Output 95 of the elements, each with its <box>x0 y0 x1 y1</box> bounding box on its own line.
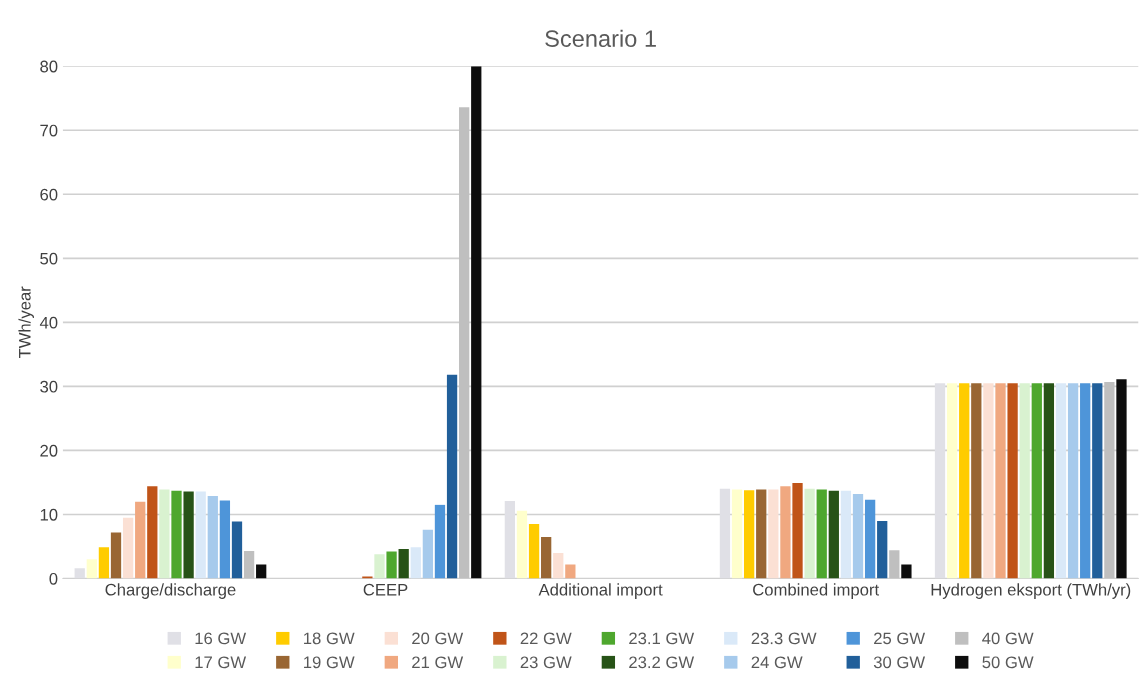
bar <box>446 374 458 579</box>
bar <box>504 501 516 579</box>
x-tick-label: Combined import <box>753 583 880 599</box>
bar <box>1019 383 1030 579</box>
legend-label: 40 GW <box>982 632 1034 645</box>
bar <box>434 504 446 579</box>
x-tick-label: Hydrogen eksport (TWh/yr) <box>931 583 1131 599</box>
bar <box>171 490 182 579</box>
y-tick-label: 40 <box>39 316 58 329</box>
legend-label: 23 GW <box>520 656 572 669</box>
bar <box>877 520 888 579</box>
legend-label: 23.2 GW <box>629 656 695 669</box>
legend-label: 18 GW <box>304 632 355 645</box>
bar <box>1055 383 1067 579</box>
bar <box>219 500 231 579</box>
y-tick-label: 30 <box>40 380 58 393</box>
y-tick-label: 0 <box>49 572 58 585</box>
legend-label: 17 GW <box>195 656 247 669</box>
bar <box>135 501 146 579</box>
y-tick-label: 70 <box>40 124 58 137</box>
bar <box>471 66 482 579</box>
y-tick-label: 20 <box>40 444 58 457</box>
bar <box>516 510 528 579</box>
bar <box>959 383 970 579</box>
bar <box>743 490 755 579</box>
x-tick-label: Charge/discharge <box>105 583 236 599</box>
bar <box>804 488 815 579</box>
y-tick-label: 50 <box>40 252 58 265</box>
bar <box>995 383 1006 579</box>
bar <box>122 517 134 579</box>
bar <box>719 488 731 579</box>
bar <box>183 491 194 579</box>
bar <box>731 489 743 579</box>
legend-label: 50 GW <box>982 656 1034 669</box>
y-tick-label: 80 <box>40 60 58 73</box>
bar <box>147 486 158 579</box>
y-tick-label: 60 <box>40 188 58 201</box>
bar <box>768 489 779 579</box>
legend-label: 16 GW <box>195 632 247 645</box>
bar <box>1007 383 1018 579</box>
legend-label: 23.3 GW <box>751 632 817 645</box>
bar <box>86 559 97 579</box>
bar <box>1067 383 1079 579</box>
bar <box>565 564 576 579</box>
bar <box>398 549 409 579</box>
legend-label: 30 GW <box>873 656 926 669</box>
bar <box>971 383 982 579</box>
bar <box>459 107 470 579</box>
bar <box>243 550 255 579</box>
bar <box>864 499 876 579</box>
bar <box>422 529 434 579</box>
legend-label: 21 GW <box>412 656 464 669</box>
bar <box>541 536 552 579</box>
bar <box>528 524 540 579</box>
bar <box>1092 383 1103 579</box>
y-axis-title: TWh/year <box>18 286 34 359</box>
bar <box>1043 383 1055 579</box>
bar <box>828 490 839 579</box>
bar <box>553 552 564 579</box>
bar <box>816 489 827 579</box>
bar <box>983 383 994 579</box>
legend-label: 20 GW <box>412 632 464 645</box>
bar <box>410 547 421 579</box>
legend-label: 24 GW <box>751 656 803 669</box>
bar <box>1031 383 1042 579</box>
legend-label: 23.1 GW <box>629 632 695 645</box>
bar <box>374 554 385 579</box>
bar <box>934 383 946 579</box>
bar <box>889 550 900 579</box>
bar <box>852 493 864 579</box>
x-tick-label: Additional import <box>538 583 663 599</box>
bar <box>946 383 958 579</box>
bar <box>780 486 791 579</box>
legend-label: 19 GW <box>304 656 355 669</box>
bar <box>256 564 267 579</box>
bar <box>840 490 852 579</box>
legend-label: 22 GW <box>520 632 572 645</box>
bar <box>110 532 122 579</box>
y-tick-label: 10 <box>40 508 58 521</box>
bar <box>1104 381 1115 579</box>
bar <box>792 483 803 579</box>
bar <box>756 489 767 579</box>
bar <box>386 551 397 579</box>
chart-title: Scenario 1 <box>545 29 656 47</box>
x-tick-label: CEEP <box>363 583 408 596</box>
bar <box>98 547 110 579</box>
bar <box>1080 383 1091 579</box>
bar <box>901 564 912 579</box>
legend-label: 25 GW <box>874 632 926 645</box>
bar <box>207 495 218 579</box>
bar <box>1116 379 1127 579</box>
bar <box>159 489 170 579</box>
bar <box>74 568 85 579</box>
bar <box>231 521 243 579</box>
bar <box>195 491 206 579</box>
